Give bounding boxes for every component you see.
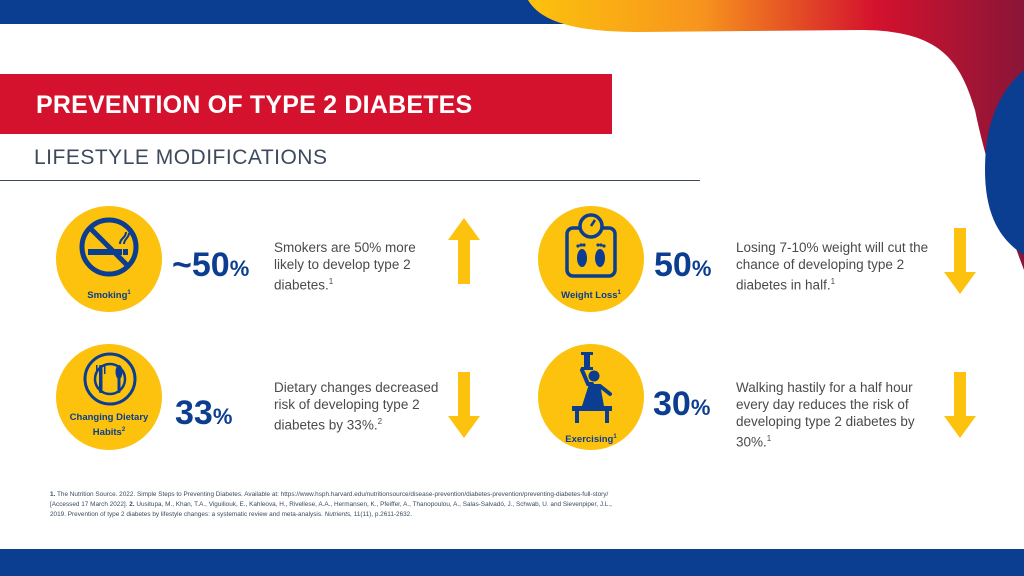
ref2-text: Uusitupa, M., Khan, T.A., Viguiliouk, E.… xyxy=(50,501,612,518)
references: 1. The Nutrition Source. 2022. Simple St… xyxy=(50,490,625,520)
smoking-circle xyxy=(56,206,162,312)
diet-stat: 33% xyxy=(175,394,233,432)
exercise-description: Walking hastily for a half hour every da… xyxy=(736,380,915,450)
ref2-tail: 11(11), p.2611-2632. xyxy=(353,511,413,518)
no-smoking-icon xyxy=(79,217,139,277)
title-banner xyxy=(0,74,612,134)
ref2-journal: Nutrients, xyxy=(324,511,352,518)
exercise-stat: 30% xyxy=(653,385,711,423)
diet-circle xyxy=(56,344,162,450)
exercise-label: Exercising1 xyxy=(565,434,617,446)
ref2-number: 2. xyxy=(129,501,135,508)
smoking-description: Smokers are 50% more likely to develop t… xyxy=(274,240,416,293)
diet-description: Dietary changes decreased risk of develo… xyxy=(274,380,439,433)
weight-loss-label: Weight Loss1 xyxy=(561,290,621,302)
weight-scale-icon xyxy=(565,213,617,278)
page-title: PREVENTION OF TYPE 2 DIABETES xyxy=(36,91,473,119)
corner-swoosh-decoration xyxy=(528,0,1024,270)
page-subtitle: LIFESTYLE MODIFICATIONS xyxy=(34,146,328,169)
ref1-text: The Nutrition Source. 2022. Simple Steps… xyxy=(50,491,609,508)
weight-loss-description: Losing 7-10% weight will cut the chance … xyxy=(736,240,929,293)
weight-loss-stat: 50% xyxy=(654,246,712,284)
diet-label: Changing Dietary Habits2 xyxy=(69,412,149,439)
down-arrow-icon xyxy=(944,372,976,438)
down-arrow-icon xyxy=(944,228,976,294)
up-arrow-icon xyxy=(448,218,480,284)
plate-cutlery-icon xyxy=(83,352,137,406)
bottom-band xyxy=(0,549,1024,576)
smoking-stat: ~50% xyxy=(172,246,250,284)
smoking-label: Smoking1 xyxy=(87,290,131,302)
ref1-number: 1. xyxy=(50,491,56,498)
down-arrow-icon xyxy=(448,372,480,438)
exercise-dumbbell-icon xyxy=(572,352,612,423)
header-divider xyxy=(0,180,700,181)
